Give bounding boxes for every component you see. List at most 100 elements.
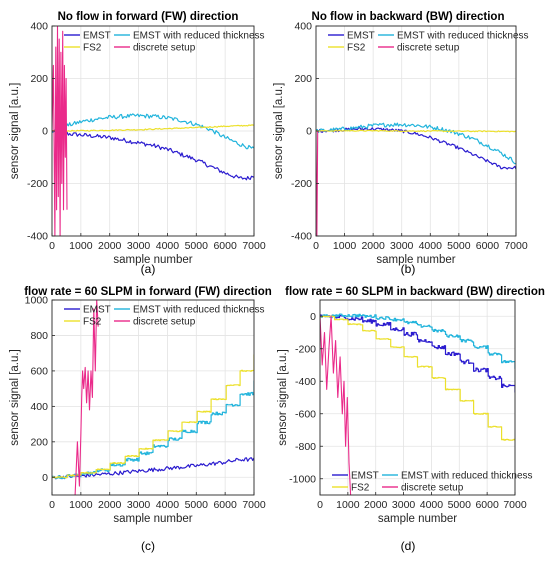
x-axis-label: sample number bbox=[376, 254, 455, 266]
x-tick-label: 5000 bbox=[185, 240, 209, 252]
x-tick-label: 5000 bbox=[185, 499, 209, 511]
y-tick-label: 400 bbox=[30, 401, 48, 413]
y-tick-label: 400 bbox=[30, 21, 48, 33]
x-tick-label: 2000 bbox=[98, 240, 122, 252]
legend: EMST EMST with reduced thickness FS2 discre… bbox=[328, 31, 529, 54]
series-line-emst bbox=[52, 457, 254, 480]
series-line-emst bbox=[320, 314, 515, 393]
x-tick-label: 5000 bbox=[447, 240, 471, 252]
y-tick-label: 1000 bbox=[25, 295, 49, 307]
x-tick-label: 0 bbox=[49, 499, 55, 511]
chart-title: flow rate = 60 SLPM in forward (FW) dire… bbox=[24, 286, 272, 298]
series-line-discrete-setup bbox=[320, 315, 352, 495]
legend-label: FS2 bbox=[351, 483, 370, 494]
x-tick-label: 2000 bbox=[364, 499, 388, 511]
y-tick-label: -200 bbox=[27, 178, 48, 190]
legend-label: EMST with reduced thickness bbox=[133, 305, 265, 316]
x-tick-label: 6000 bbox=[476, 240, 500, 252]
legend-label: EMST bbox=[83, 31, 111, 42]
y-tick-label: -400 bbox=[291, 231, 312, 243]
series-line-fs2 bbox=[52, 354, 254, 479]
y-tick-label: -800 bbox=[295, 441, 316, 453]
y-tick-label: -200 bbox=[295, 343, 316, 355]
series-line-emst bbox=[52, 129, 254, 181]
y-tick-label: 0 bbox=[42, 472, 48, 484]
x-tick-label: 1000 bbox=[69, 240, 93, 252]
series-line-emst-with-reduced-thickness bbox=[52, 113, 254, 150]
legend: EMST EMST with reduced thickness FS2 discre… bbox=[64, 31, 265, 54]
x-tick-label: 0 bbox=[49, 240, 55, 252]
legend-label: FS2 bbox=[83, 43, 102, 54]
x-tick-label: 1000 bbox=[336, 499, 360, 511]
x-tick-label: 2000 bbox=[361, 240, 385, 252]
chart-title: No flow in forward (FW) direction bbox=[58, 11, 239, 23]
legend: EMST EMST with reduced thickness FS2 discre… bbox=[64, 305, 265, 328]
x-axis-label: sample number bbox=[113, 513, 192, 525]
legend-label: EMST bbox=[347, 31, 375, 42]
y-tick-label: 200 bbox=[30, 73, 48, 85]
x-tick-label: 4000 bbox=[419, 240, 443, 252]
chart-title: No flow in backward (BW) direction bbox=[312, 11, 505, 23]
y-axis-label: sensor signal [a.u.] bbox=[9, 83, 21, 180]
y-tick-label: 200 bbox=[294, 73, 312, 85]
series-line-fs2 bbox=[320, 315, 515, 442]
y-axis-label: sensor signal [a.u.] bbox=[273, 83, 285, 180]
series-line-discrete-setup bbox=[74, 300, 99, 495]
panel-label: (a) bbox=[141, 262, 156, 276]
legend-label: EMST bbox=[351, 471, 379, 482]
x-tick-label: 6000 bbox=[475, 499, 499, 511]
y-tick-label: 0 bbox=[310, 311, 316, 323]
x-axis-label: sample number bbox=[113, 254, 192, 266]
x-tick-label: 7000 bbox=[504, 240, 528, 252]
chart-panel-1: 0 1000 2000 3000 4000 5000 6000 7000 -400 -200 0 20… bbox=[9, 11, 266, 276]
x-tick-label: 6000 bbox=[213, 499, 237, 511]
panel-label: (d) bbox=[401, 539, 416, 553]
x-tick-label: 3000 bbox=[127, 240, 151, 252]
chart-panel-4: 0 1000 2000 3000 4000 5000 6000 7000 -1000 -800 -6… bbox=[277, 286, 545, 553]
y-tick-label: 200 bbox=[30, 436, 48, 448]
x-tick-label: 7000 bbox=[242, 240, 266, 252]
x-tick-label: 2000 bbox=[98, 499, 122, 511]
y-tick-label: 0 bbox=[42, 126, 48, 138]
panel-label: (c) bbox=[141, 539, 155, 553]
x-tick-label: 4000 bbox=[156, 499, 180, 511]
y-tick-label: -200 bbox=[291, 178, 312, 190]
legend-label: discrete setup bbox=[133, 43, 196, 54]
x-tick-label: 6000 bbox=[213, 240, 237, 252]
x-tick-label: 4000 bbox=[156, 240, 180, 252]
chart-title: flow rate = 60 SLPM in backward (BW) dir… bbox=[285, 286, 545, 298]
x-tick-label: 4000 bbox=[420, 499, 444, 511]
x-tick-label: 7000 bbox=[503, 499, 527, 511]
y-tick-label: -1000 bbox=[289, 473, 316, 485]
x-tick-label: 1000 bbox=[69, 499, 93, 511]
x-tick-label: 1000 bbox=[333, 240, 357, 252]
legend-label: EMST with reduced thickness bbox=[401, 471, 533, 482]
x-tick-label: 3000 bbox=[390, 240, 414, 252]
series-line-emst bbox=[316, 127, 516, 170]
panel-label: (b) bbox=[401, 262, 416, 276]
legend-label: EMST with reduced thickness bbox=[133, 31, 265, 42]
x-tick-label: 0 bbox=[313, 240, 319, 252]
legend-label: discrete setup bbox=[397, 43, 460, 54]
legend: EMST EMST with reduced thickness FS2 discre… bbox=[332, 471, 533, 494]
legend-label: FS2 bbox=[83, 317, 102, 328]
series-line-fs2 bbox=[52, 124, 254, 132]
legend-label: discrete setup bbox=[133, 317, 196, 328]
y-axis-label: sensor signal [a.u.] bbox=[277, 349, 289, 446]
axes-box bbox=[51, 299, 255, 496]
y-tick-label: 600 bbox=[30, 365, 48, 377]
x-tick-label: 5000 bbox=[448, 499, 472, 511]
legend-label: EMST bbox=[83, 305, 111, 316]
axes-box bbox=[319, 299, 516, 496]
series-line-emst-with-reduced-thickness bbox=[316, 122, 516, 165]
y-axis-label: sensor signal [a.u.] bbox=[9, 349, 21, 446]
x-tick-label: 3000 bbox=[392, 499, 416, 511]
y-tick-label: 800 bbox=[30, 330, 48, 342]
series-line-discrete-setup bbox=[52, 26, 68, 236]
y-tick-label: 0 bbox=[306, 126, 312, 138]
x-tick-label: 3000 bbox=[127, 499, 151, 511]
legend-label: discrete setup bbox=[401, 483, 464, 494]
y-tick-label: 400 bbox=[294, 21, 312, 33]
y-tick-label: -400 bbox=[295, 376, 316, 388]
